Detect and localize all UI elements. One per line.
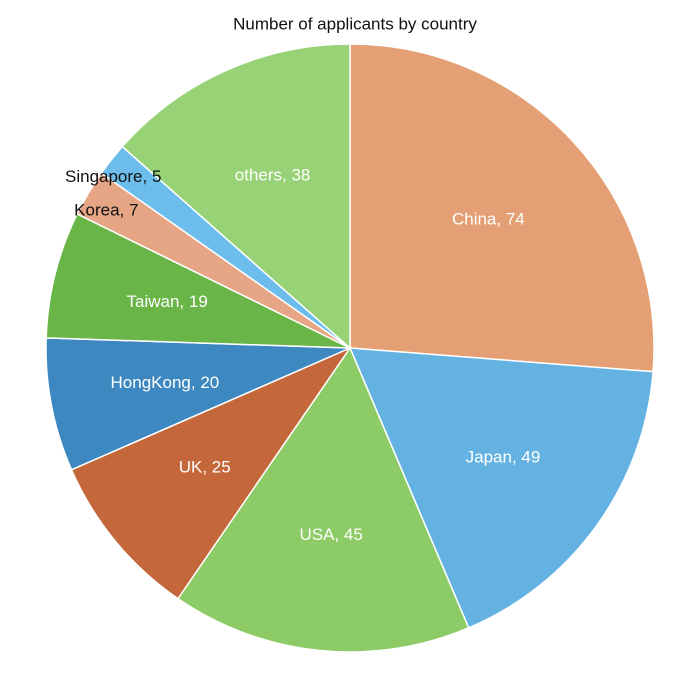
pie-slice — [45, 337, 351, 471]
data-label: China, 74 — [452, 210, 525, 229]
pie-slice — [45, 212, 351, 349]
data-label: Korea, 7 — [74, 201, 138, 220]
data-label: Japan, 49 — [466, 448, 541, 467]
pie-slice — [70, 346, 353, 600]
data-label: Singapore, 5 — [65, 167, 161, 186]
chart-title: Number of applicants by country — [233, 14, 477, 33]
data-label: others, 38 — [235, 166, 311, 185]
pie-slice — [349, 43, 655, 373]
pie-slice — [121, 43, 351, 350]
data-label: HongKong, 20 — [111, 373, 220, 392]
data-label: USA, 45 — [299, 525, 362, 544]
data-label: UK, 25 — [179, 458, 231, 477]
pie-slice — [176, 346, 470, 653]
data-label: Taiwan, 19 — [127, 292, 208, 311]
pie-slice — [348, 347, 654, 629]
